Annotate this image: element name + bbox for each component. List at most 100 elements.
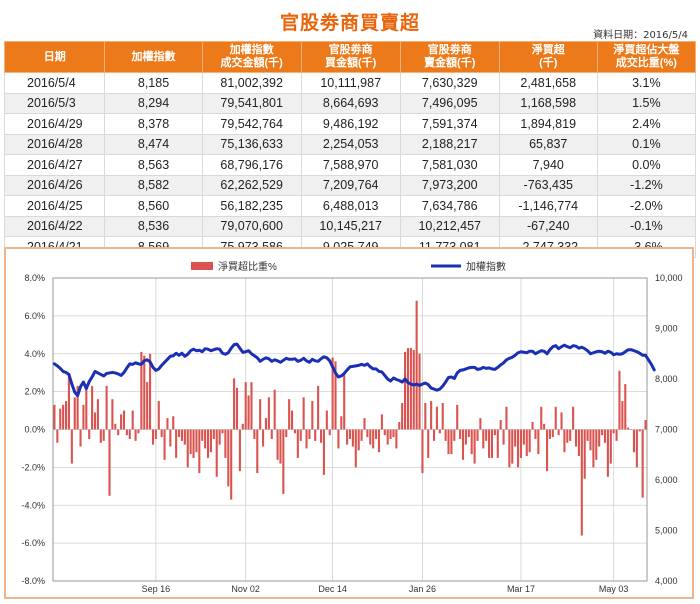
x-tick-label: Nov 02 bbox=[231, 584, 260, 594]
bar bbox=[131, 410, 134, 430]
bar bbox=[140, 351, 143, 430]
table-cell: 2016/4/29 bbox=[3, 113, 106, 135]
bar bbox=[114, 423, 117, 430]
table-cell: -0.1% bbox=[596, 215, 697, 237]
bar bbox=[218, 429, 221, 445]
bar bbox=[537, 429, 540, 455]
bar bbox=[328, 429, 331, 436]
bar bbox=[641, 429, 644, 498]
bar bbox=[406, 348, 409, 430]
bar bbox=[482, 429, 485, 449]
bar bbox=[409, 348, 412, 430]
bar bbox=[586, 429, 589, 441]
bar bbox=[262, 429, 265, 447]
bar bbox=[404, 351, 407, 430]
bar bbox=[354, 429, 357, 468]
bar bbox=[79, 429, 82, 447]
bar bbox=[386, 429, 389, 445]
bar bbox=[383, 429, 386, 436]
bar bbox=[348, 429, 352, 439]
bar bbox=[334, 361, 337, 430]
column-header: 官股劵商 買金額(千) bbox=[300, 41, 401, 73]
bar bbox=[180, 429, 183, 441]
y-left-tick-label: -2.0% bbox=[21, 462, 45, 472]
bar bbox=[485, 429, 488, 441]
table-cell: -1.2% bbox=[596, 174, 697, 196]
x-tick-label: Mar 17 bbox=[507, 584, 535, 594]
bar bbox=[178, 429, 181, 438]
y-right-tick-label: 10,000 bbox=[655, 273, 683, 283]
table-cell: 68,796,176 bbox=[201, 154, 302, 176]
bar bbox=[583, 429, 586, 479]
bar bbox=[424, 402, 427, 430]
table-cell: -2.0% bbox=[596, 195, 697, 217]
bar bbox=[230, 429, 233, 500]
bar bbox=[377, 429, 381, 453]
table-cell: 62,262,529 bbox=[201, 174, 302, 196]
bar bbox=[346, 429, 349, 445]
bar bbox=[621, 401, 624, 430]
bar bbox=[206, 429, 210, 458]
bar bbox=[343, 374, 346, 430]
bar bbox=[432, 429, 436, 441]
bar bbox=[540, 406, 543, 430]
bar bbox=[59, 408, 62, 430]
y-left-tick-label: 8.0% bbox=[24, 273, 45, 283]
bar bbox=[128, 429, 131, 439]
y-left-tick-label: 6.0% bbox=[24, 311, 45, 321]
bar bbox=[441, 402, 444, 430]
bar bbox=[464, 429, 467, 445]
table-row: 2016/5/3 8,294 79,541,801 8,664,693 7,496,09… bbox=[3, 92, 697, 114]
table-cell: 2016/5/3 bbox=[3, 92, 106, 114]
y-left-tick-label: -6.0% bbox=[21, 538, 45, 548]
bar bbox=[534, 429, 537, 439]
table-cell: 8,185 bbox=[104, 72, 203, 94]
bar bbox=[235, 387, 239, 430]
table-row: 2016/4/22 8,536 79,070,600 10,145,217 10,212… bbox=[3, 215, 697, 237]
table-cell: 79,070,600 bbox=[201, 215, 302, 237]
column-header: 加權指數 成交金額(千) bbox=[201, 41, 302, 73]
bar bbox=[517, 429, 520, 468]
bar bbox=[351, 429, 354, 447]
table-row: 2016/4/28 8,474 75,136,633 2,254,053 2,188,2… bbox=[3, 133, 697, 155]
bar bbox=[215, 429, 218, 477]
bar bbox=[299, 429, 302, 441]
bar bbox=[528, 429, 531, 453]
bar bbox=[282, 429, 285, 494]
data-date-label: 資料日期：2016/5/4 bbox=[593, 30, 688, 41]
table-cell: -1,146,774 bbox=[498, 195, 598, 217]
table-cell: 7,581,030 bbox=[399, 154, 500, 176]
bar bbox=[447, 429, 450, 455]
bar bbox=[627, 427, 630, 430]
x-tick-label: May 03 bbox=[599, 584, 629, 594]
bar bbox=[291, 410, 294, 430]
table-cell: 79,542,764 bbox=[201, 113, 302, 135]
bar bbox=[160, 429, 163, 438]
bar bbox=[563, 429, 566, 453]
bar bbox=[73, 397, 76, 430]
bar bbox=[505, 406, 508, 430]
bar bbox=[415, 300, 418, 430]
table-cell: 75,136,633 bbox=[201, 133, 302, 155]
bar bbox=[479, 418, 482, 430]
table-cell: 3.1% bbox=[596, 72, 697, 94]
x-tick-label: Sep 16 bbox=[142, 584, 171, 594]
table-cell: 10,111,987 bbox=[300, 72, 401, 94]
bar bbox=[65, 401, 68, 430]
bar bbox=[53, 404, 56, 430]
table-row: 2016/4/26 8,582 62,262,529 7,209,764 7,973,2… bbox=[3, 174, 697, 196]
table-cell: 7,940 bbox=[498, 154, 598, 176]
bar bbox=[574, 429, 578, 447]
legend-swatch bbox=[191, 262, 213, 270]
table-cell: 2016/4/27 bbox=[3, 154, 106, 176]
bar bbox=[435, 406, 438, 430]
bar bbox=[288, 399, 291, 430]
table-cell: 2.4% bbox=[596, 113, 697, 135]
bar bbox=[201, 429, 204, 441]
legend-label: 加權指數 bbox=[466, 260, 506, 273]
bar bbox=[322, 429, 325, 475]
column-header: 淨買超 (千) bbox=[498, 41, 598, 73]
bar bbox=[624, 384, 627, 430]
bar bbox=[134, 429, 137, 441]
bar bbox=[502, 429, 505, 445]
